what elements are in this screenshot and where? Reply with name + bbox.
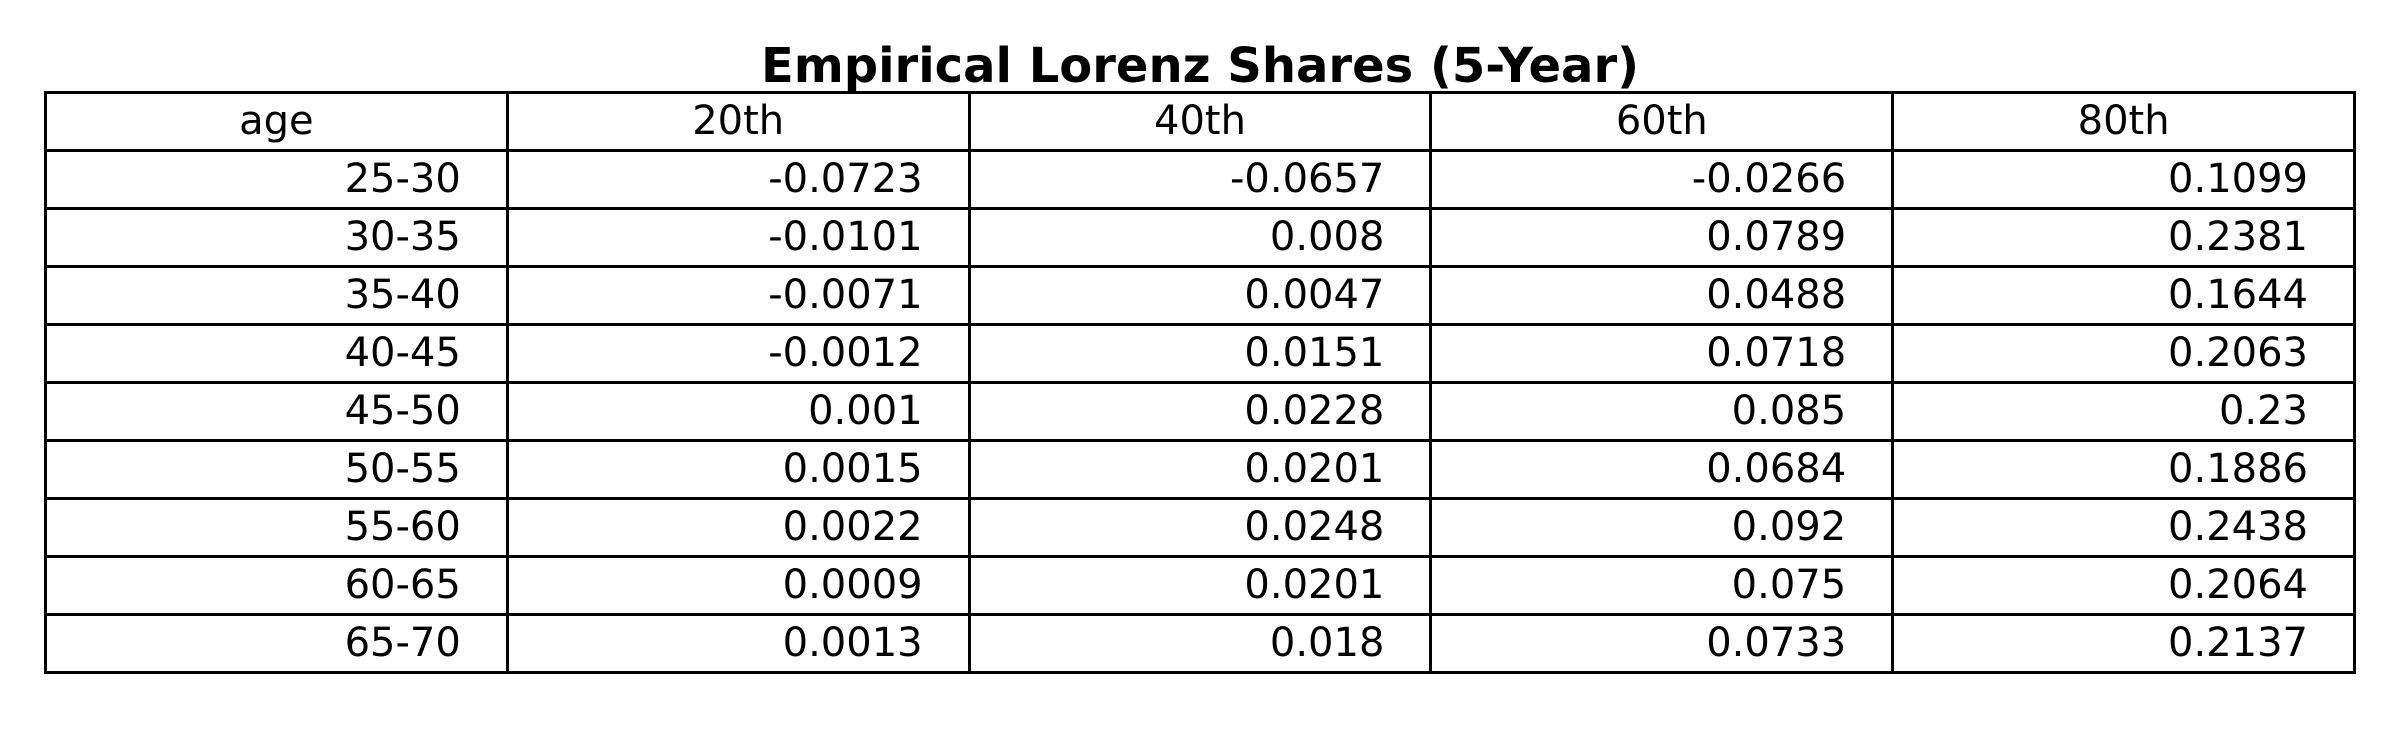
table-cell-age: 30-35	[44, 207, 509, 268]
table-cell-age: 65-70	[44, 613, 509, 674]
table-cell-age: 50-55	[44, 439, 509, 500]
table-cell-60th: 0.0789	[1429, 207, 1895, 268]
table-cell-age: 40-45	[44, 323, 509, 384]
table-cell-80th: 0.2063	[1891, 323, 2356, 384]
table-cell-20th: 0.0015	[505, 439, 971, 500]
table-row: 60-65 0.0009 0.0201 0.075 0.2064	[44, 555, 2356, 616]
table-row: 45-50 0.001 0.0228 0.085 0.23	[44, 381, 2356, 442]
table-row: 55-60 0.0022 0.0248 0.092 0.2438	[44, 497, 2356, 558]
header-cell-80th: 80th	[1891, 91, 2356, 152]
header-cell-60th: 60th	[1429, 91, 1895, 152]
table-cell-age: 35-40	[44, 265, 509, 326]
table-row: 25-30 -0.0723 -0.0657 -0.0266 0.1099	[44, 149, 2356, 210]
table-cell-40th: -0.0657	[967, 149, 1433, 210]
table-title: Empirical Lorenz Shares (5-Year)	[760, 38, 1640, 94]
header-row: age 20th 40th 60th 80th	[44, 91, 2356, 152]
table-cell-40th: 0.008	[967, 207, 1433, 268]
table-cell-20th: 0.0009	[505, 555, 971, 616]
table-cell-60th: 0.075	[1429, 555, 1895, 616]
table-cell-40th: 0.0151	[967, 323, 1433, 384]
table-cell-20th: -0.0071	[505, 265, 971, 326]
table-cell-60th: 0.085	[1429, 381, 1895, 442]
table-cell-20th: -0.0723	[505, 149, 971, 210]
header-cell-40th: 40th	[967, 91, 1433, 152]
table-row: 30-35 -0.0101 0.008 0.0789 0.2381	[44, 207, 2356, 268]
table-cell-20th: -0.0012	[505, 323, 971, 384]
table-cell-60th: 0.0488	[1429, 265, 1895, 326]
table-cell-20th: 0.001	[505, 381, 971, 442]
table-cell-40th: 0.0201	[967, 555, 1433, 616]
table-cell-80th: 0.2137	[1891, 613, 2356, 674]
table-cell-80th: 0.2381	[1891, 207, 2356, 268]
table-cell-80th: 0.1644	[1891, 265, 2356, 326]
table-cell-80th: 0.2064	[1891, 555, 2356, 616]
table-cell-80th: 0.1886	[1891, 439, 2356, 500]
table-cell-60th: 0.0733	[1429, 613, 1895, 674]
table-cell-age: 55-60	[44, 497, 509, 558]
table-row: 65-70 0.0013 0.018 0.0733 0.2137	[44, 613, 2356, 674]
table-cell-20th: 0.0022	[505, 497, 971, 558]
table-cell-40th: 0.0248	[967, 497, 1433, 558]
table-cell-20th: 0.0013	[505, 613, 971, 674]
table-cell-80th: 0.23	[1891, 381, 2356, 442]
table-cell-40th: 0.018	[967, 613, 1433, 674]
table-cell-40th: 0.0201	[967, 439, 1433, 500]
table-cell-40th: 0.0047	[967, 265, 1433, 326]
table-row: 50-55 0.0015 0.0201 0.0684 0.1886	[44, 439, 2356, 500]
lorenz-shares-table: age 20th 40th 60th 80th 25-30 -0.0723 -0.0…	[44, 91, 2356, 674]
table-row: 40-45 -0.0012 0.0151 0.0718 0.2063	[44, 323, 2356, 384]
header-cell-20th: 20th	[505, 91, 971, 152]
table-body: 25-30 -0.0723 -0.0657 -0.0266 0.1099 30-35 -0.…	[44, 149, 2356, 674]
table-row: 35-40 -0.0071 0.0047 0.0488 0.1644	[44, 265, 2356, 326]
table-cell-60th: -0.0266	[1429, 149, 1895, 210]
table-cell-age: 45-50	[44, 381, 509, 442]
table-cell-60th: 0.092	[1429, 497, 1895, 558]
table-cell-60th: 0.0684	[1429, 439, 1895, 500]
table-cell-60th: 0.0718	[1429, 323, 1895, 384]
header-cell-age: age	[44, 91, 509, 152]
table-cell-80th: 0.1099	[1891, 149, 2356, 210]
table-cell-age: 25-30	[44, 149, 509, 210]
table-cell-age: 60-65	[44, 555, 509, 616]
table-cell-80th: 0.2438	[1891, 497, 2356, 558]
table-cell-20th: -0.0101	[505, 207, 971, 268]
table-cell-40th: 0.0228	[967, 381, 1433, 442]
